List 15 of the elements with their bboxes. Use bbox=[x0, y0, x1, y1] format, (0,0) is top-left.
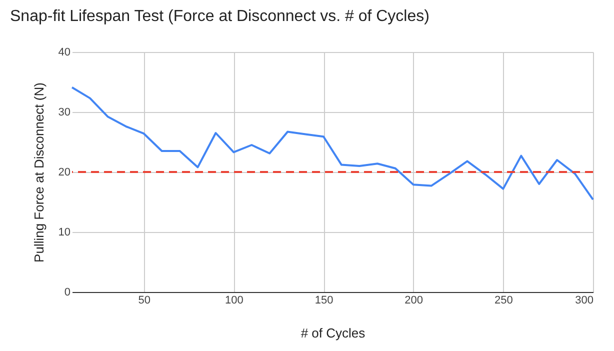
x-tick-label: 150 bbox=[314, 294, 334, 306]
y-tick-label: 10 bbox=[58, 226, 70, 238]
y-tick-label: 30 bbox=[58, 106, 70, 118]
x-axis-title: # of Cycles bbox=[300, 326, 366, 340]
y-tick-label: 0 bbox=[64, 286, 70, 298]
x-tick-label: 100 bbox=[225, 294, 244, 306]
y-tick-label: 40 bbox=[58, 46, 70, 58]
x-tick-label: 200 bbox=[404, 294, 424, 306]
x-tick-label: 250 bbox=[494, 294, 513, 306]
y-tick-label: 20 bbox=[58, 166, 70, 178]
y-axis-title: Pulling Force at Disconnect (N) bbox=[31, 82, 46, 262]
chart-title: Snap-fit Lifespan Test (Force at Disconnect vs. # of Cycles) bbox=[10, 8, 430, 25]
x-tick-label: 50 bbox=[138, 294, 150, 306]
x-tick-label: 300 bbox=[575, 294, 594, 306]
line-series bbox=[71, 86, 594, 201]
